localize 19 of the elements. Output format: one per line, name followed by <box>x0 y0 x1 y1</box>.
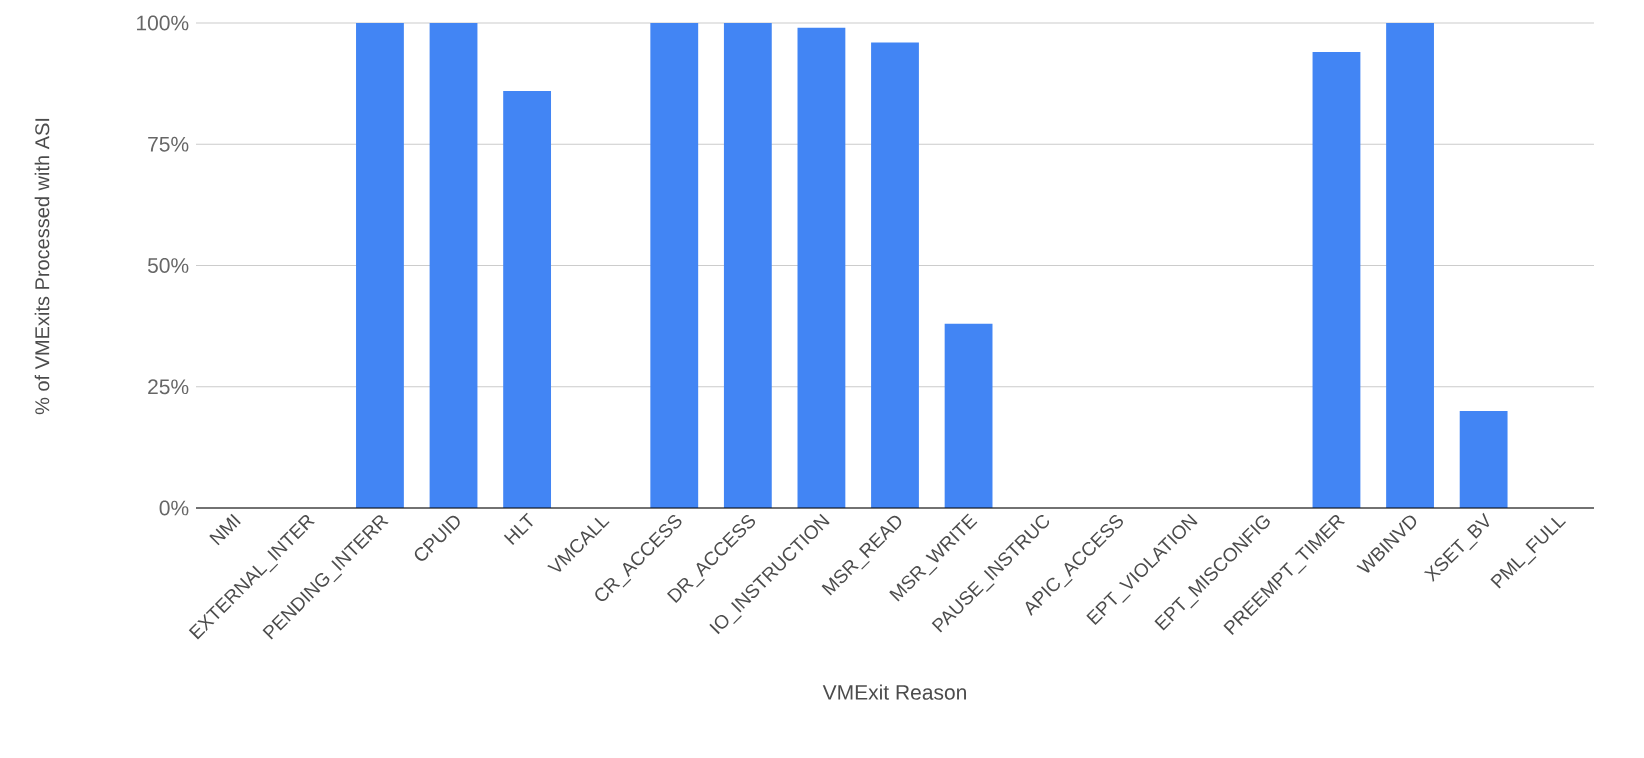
x-tick-label: HLT <box>503 512 533 546</box>
bar <box>503 90 552 508</box>
y-axis-title: % of VMExits Processed with ASI <box>34 118 50 415</box>
y-tick-label: 100% <box>137 15 189 31</box>
x-axis-title: VMExit Reason <box>822 684 966 700</box>
bar <box>356 23 404 508</box>
bar <box>1312 52 1361 508</box>
bar <box>871 42 919 508</box>
y-tick-label: 75% <box>148 136 189 152</box>
bar <box>429 23 478 508</box>
bar <box>944 323 993 508</box>
bar <box>1386 23 1434 508</box>
bar <box>650 23 699 508</box>
bar <box>1459 411 1508 508</box>
y-tick-label: 50% <box>147 258 189 273</box>
bar <box>797 27 846 508</box>
y-tick-label: 25% <box>148 379 189 395</box>
bar <box>723 23 772 508</box>
y-tick-label: 0% <box>159 500 189 516</box>
